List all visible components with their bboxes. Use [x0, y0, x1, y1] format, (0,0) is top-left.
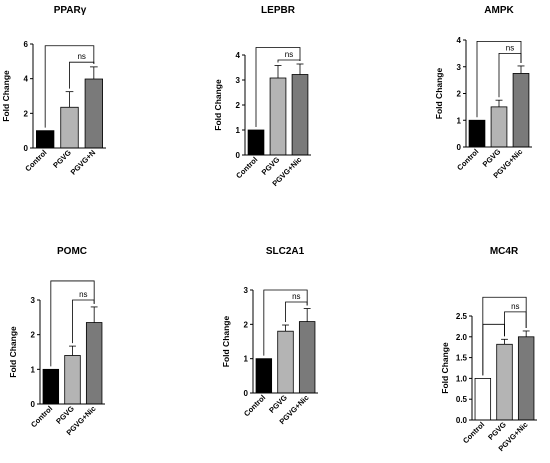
significance-label: ns: [77, 52, 85, 61]
bar-pgvg: [60, 106, 79, 149]
y-tick-label: 0: [31, 400, 36, 409]
significance-bracket: [50, 280, 95, 367]
bar-pgvg-nic: [298, 321, 316, 394]
y-axis-label: Fold Change: [434, 68, 444, 120]
bar-pgvg: [269, 77, 287, 156]
bar-control: [468, 119, 486, 148]
bar-control: [247, 129, 265, 156]
significance-label: ns: [511, 302, 519, 311]
bar-control: [36, 130, 55, 149]
y-axis-label: Fold Change: [213, 79, 223, 131]
y-tick-label: 1: [236, 126, 241, 135]
y-tick-label: 3: [244, 286, 249, 295]
y-tick-label: 3: [236, 76, 241, 85]
chart-title: SLC2A1: [266, 246, 305, 257]
significance-bracket: [263, 289, 308, 356]
significance-bracket: [69, 61, 95, 89]
y-tick-label: 4: [24, 75, 29, 84]
significance-label: ns: [292, 292, 300, 301]
bar-pgvg: [64, 355, 81, 405]
significance-label: ns: [79, 290, 87, 299]
y-axis-label: Fold Change: [1, 70, 11, 122]
significance-bracket: [504, 311, 527, 337]
bar-control: [42, 368, 60, 405]
bar-pgvg: [277, 330, 294, 394]
y-axis-label: Fold Change: [8, 326, 18, 378]
y-tick-label: 1: [31, 365, 36, 374]
y-tick-label: 2.5: [456, 312, 468, 321]
y-tick-label: 0.0: [456, 416, 468, 425]
bar-pgvg-nic: [512, 73, 530, 148]
significance-bracket: [498, 52, 522, 98]
significance-bracket: [72, 299, 95, 344]
y-tick-label: 1.0: [456, 374, 468, 383]
bar-pgvg: [490, 106, 508, 148]
chart-title: AMPK: [484, 5, 514, 16]
y-tick-label: 4: [457, 36, 462, 45]
y-tick-label: 6: [24, 40, 29, 49]
y-tick-label: 2: [244, 320, 249, 329]
significance-bracket: [476, 40, 522, 118]
y-tick-label: 2: [457, 90, 462, 99]
significance-bracket: [277, 59, 301, 63]
x-tick-label: PGVG+N: [69, 148, 98, 177]
bar-control: [474, 377, 492, 421]
y-tick-label: 0: [236, 151, 241, 160]
significance-bracket: [285, 301, 308, 323]
y-tick-label: 2.0: [456, 333, 468, 342]
significance-label: ns: [506, 43, 514, 52]
y-tick-label: 2: [236, 101, 241, 110]
y-tick-label: 1: [244, 355, 249, 364]
y-tick-label: 0: [457, 143, 462, 152]
significance-bracket: [255, 47, 301, 127]
y-tick-label: 2: [31, 331, 36, 340]
bar-pgvg-n: [84, 78, 103, 149]
chart-title: PPARγ: [54, 5, 87, 16]
chart-title: POMC: [57, 246, 87, 257]
bar-pgvg: [496, 343, 513, 421]
bar-pgvg-nic: [85, 322, 103, 405]
y-tick-label: 1.5: [456, 354, 468, 363]
y-tick-label: 3: [457, 63, 462, 72]
y-axis-label: Fold Change: [440, 342, 450, 394]
chart-title: LEPBR: [261, 5, 296, 16]
y-axis-label: Fold Change: [221, 316, 231, 368]
chart-title: MC4R: [490, 246, 519, 257]
y-tick-label: 0: [24, 144, 29, 153]
significance-label: ns: [285, 50, 293, 59]
y-tick-label: 0.5: [456, 395, 468, 404]
y-tick-label: 1: [457, 116, 462, 125]
significance-bracket: [44, 45, 95, 128]
y-tick-label: 0: [244, 389, 249, 398]
bar-pgvg-nic: [517, 336, 535, 421]
y-tick-label: 3: [31, 296, 36, 305]
bar-pgvg-nic: [291, 74, 309, 156]
x-tick-label: PGVG: [51, 148, 73, 170]
y-tick-label: 4: [236, 51, 241, 60]
y-tick-label: 2: [24, 109, 29, 118]
bar-control: [255, 358, 273, 394]
